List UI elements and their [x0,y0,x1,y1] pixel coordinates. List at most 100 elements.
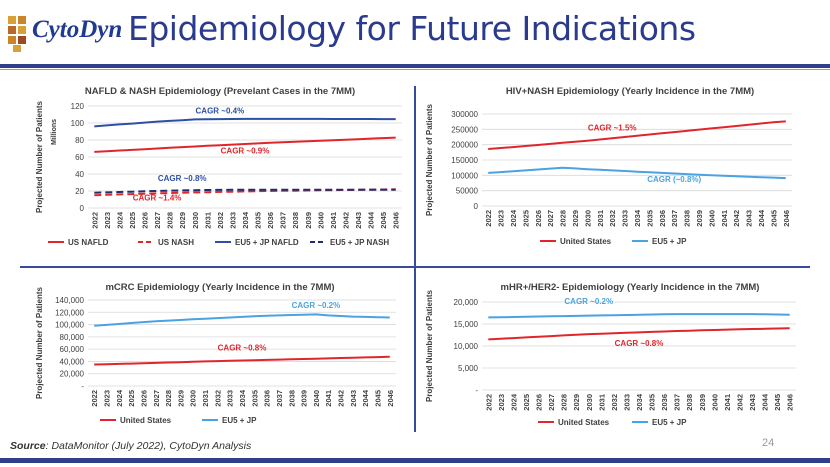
quadrant-divider-vertical [414,86,416,432]
x-tick-label: 2045 [769,210,778,227]
legend-entry: EU5 + JP [652,418,687,427]
source-text: : DataMonitor (July 2022), CytoDyn Analy… [45,440,252,452]
header-rule [0,64,830,68]
header-rule-thin [0,69,830,70]
x-tick-label: 2023 [103,212,112,229]
x-tick-label: 2046 [392,212,401,229]
logo-text: CytoDyn [32,16,123,43]
cagr-annotation: CAGR ~0.8% [218,343,267,352]
x-tick-label: 2028 [559,210,568,227]
chart-title: mCRC Epidemiology (Yearly Incidence in t… [105,282,334,293]
x-tick-label: 2037 [673,394,682,411]
series-line-us-nafld [94,136,396,153]
series-line-us-nash [94,188,396,197]
x-tick-label: 2046 [786,394,795,411]
x-tick-label: 2033 [622,394,631,411]
x-tick-label: 2041 [723,394,732,411]
x-tick-label: 2038 [683,210,692,227]
x-tick-label: 2043 [354,212,363,229]
x-tick-label: 2022 [90,212,99,229]
cagr-annotation: CAGR ~0.8% [615,339,664,348]
x-tick-label: 2032 [216,212,225,229]
x-tick-label: 2045 [379,212,388,229]
x-tick-label: 2038 [291,212,300,229]
x-tick-label: 2045 [374,390,383,407]
x-tick-label: 2042 [337,390,346,407]
x-tick-label: 2043 [349,390,358,407]
legend-entry: EU5 + JP NASH [330,238,389,247]
y-tick-label: 20 [75,187,84,196]
x-tick-label: 2037 [275,390,284,407]
x-tick-label: 2030 [189,390,198,407]
legend-entry: EU5 + JP NAFLD [235,238,299,247]
chart-title: NAFLD & NASH Epidemiology (Prevelant Cas… [85,86,355,97]
x-tick-label: 2026 [534,210,543,227]
x-tick-label: 2036 [266,212,275,229]
y-tick-label: 0 [80,204,85,213]
cagr-annotation: CAGR ~0.4% [196,107,245,116]
chart-title: mHR+/HER2- Epidemiology (Yearly Incidenc… [501,282,760,293]
x-tick-label: 2045 [773,394,782,411]
series-line-eu5-jp-nash [94,188,396,194]
x-tick-label: 2037 [279,212,288,229]
x-tick-label: 2044 [367,211,376,229]
logo-emblem-icon [8,16,26,52]
y-tick-label: 40,000 [60,357,85,366]
cagr-annotation: CAGR ~1.4% [133,193,182,202]
legend-entry: US NAFLD [68,238,109,247]
x-tick-label: 2042 [732,210,741,227]
x-tick-label: 2034 [633,209,642,227]
x-tick-label: 2027 [546,210,555,227]
x-tick-label: 2029 [178,212,187,229]
y-tick-label: 0 [474,202,479,211]
y-tick-label: 250000 [451,125,478,134]
y-tick-label: 40 [75,170,84,179]
chart-nafld-nash: NAFLD & NASH Epidemiology (Prevelant Cas… [30,80,410,260]
x-tick-label: 2028 [560,394,569,411]
x-tick-label: 2034 [241,211,250,229]
legend-entry: EU5 + JP [652,237,687,246]
x-tick-label: 2038 [685,394,694,411]
y-tick-label: 50000 [456,187,479,196]
chart-mhr-her2: mHR+/HER2- Epidemiology (Yearly Incidenc… [420,276,820,434]
y-tick-label: 200000 [451,141,478,150]
cagr-annotation: CAGR ~0.9% [221,147,270,156]
quadrant-divider-horizontal [20,266,810,268]
x-tick-label: 2031 [201,390,210,407]
y-tick-label: 20,000 [454,298,479,307]
x-tick-label: 2040 [707,210,716,227]
x-tick-label: 2036 [263,390,272,407]
cagr-annotation: CAGR ~0.8% [158,174,207,183]
x-tick-label: 2046 [782,210,791,227]
y-axis-unit: Millions [51,119,58,145]
y-tick-label: 60 [75,153,84,162]
x-tick-label: 2024 [509,209,518,227]
y-axis-label: Projected Number of Patients [35,100,44,213]
legend-entry: United States [560,237,612,246]
chart-hiv-nash-svg: HIV+NASH Epidemiology (Yearly Incidence … [425,86,792,246]
x-tick-label: 2038 [287,390,296,407]
x-tick-label: 2043 [748,394,757,411]
y-tick-label: 100000 [451,171,478,180]
y-tick-label: 140,000 [55,296,84,305]
x-tick-label: 2040 [710,394,719,411]
x-tick-label: 2026 [141,212,150,229]
cagr-annotation: CAGR (~0.8%) [647,175,701,184]
x-tick-label: 2025 [522,394,531,411]
chart-nafld-nash-svg: NAFLD & NASH Epidemiology (Prevelant Cas… [35,86,402,247]
x-tick-label: 2039 [300,390,309,407]
x-tick-label: 2028 [166,212,175,229]
y-tick-label: 80,000 [60,333,85,342]
x-tick-label: 2033 [228,212,237,229]
x-tick-label: 2033 [226,390,235,407]
x-tick-label: 2022 [484,210,493,227]
x-tick-label: 2024 [115,211,124,229]
y-tick-label: 10,000 [454,342,479,351]
legend-entry: United States [120,416,172,425]
source-label: Source [10,440,46,452]
x-tick-label: 2029 [571,210,580,227]
x-tick-label: 2023 [497,394,506,411]
series-line-united-states [488,120,786,150]
x-tick-label: 2025 [127,390,136,407]
x-tick-label: 2044 [361,389,370,407]
